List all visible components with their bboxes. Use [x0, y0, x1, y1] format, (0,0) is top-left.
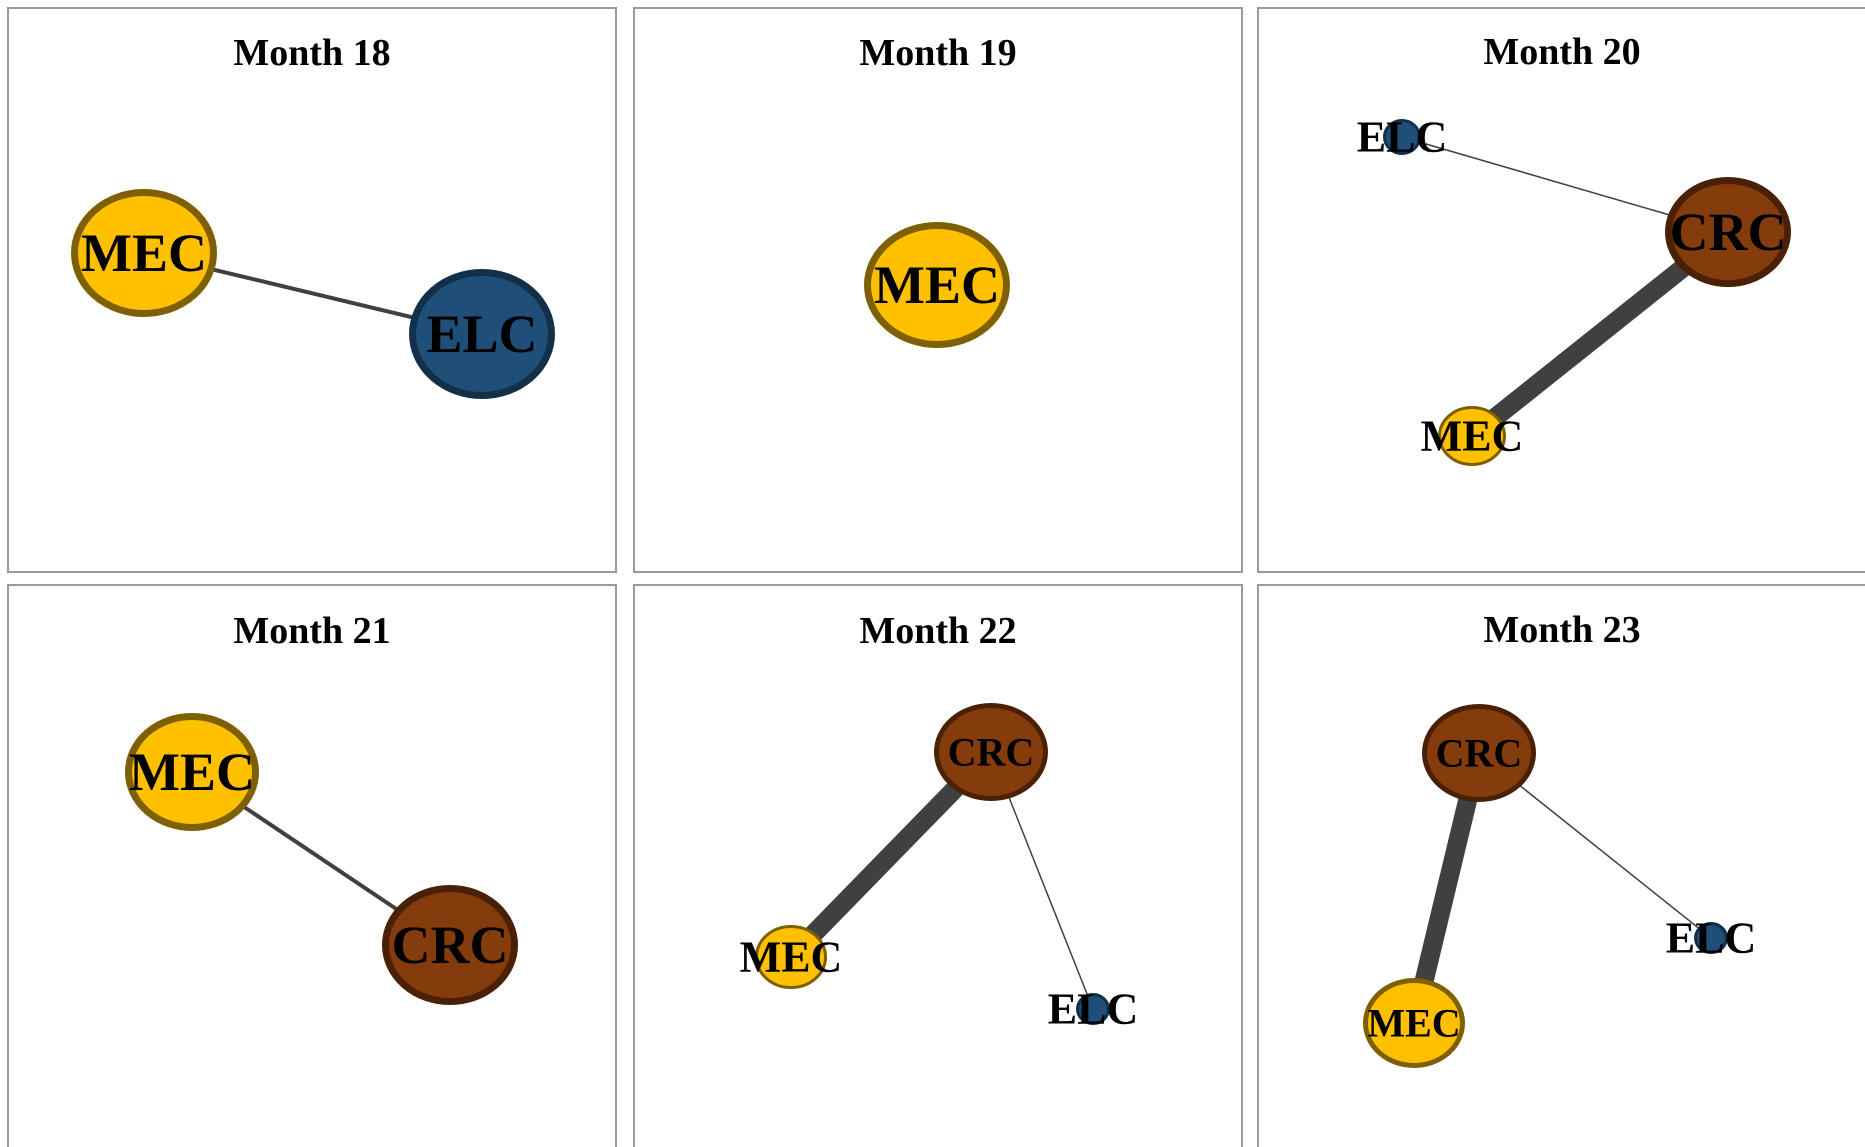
node-circle [864, 222, 1010, 348]
node-label: ELC [1666, 914, 1756, 963]
panel-frame [633, 584, 1243, 1147]
node-label: ELC [1357, 113, 1447, 162]
panel-title: Month 21 [233, 610, 390, 652]
panel-title: Month 22 [859, 610, 1016, 652]
node-mec: MEC [125, 713, 259, 831]
node-label: MEC [129, 742, 255, 802]
node-label: MEC [740, 933, 843, 982]
node-mec: MEC [1363, 978, 1465, 1068]
node-circle [1422, 704, 1536, 802]
node-elc: ELC [1048, 985, 1138, 1034]
node-circle [934, 703, 1048, 801]
node-circle [382, 885, 518, 1005]
node-mec: MEC [1421, 406, 1524, 466]
panel-month-18: Month 18 MEC ELC [7, 7, 617, 573]
node-crc: CRC [934, 703, 1048, 801]
node-mec: MEC [864, 222, 1010, 348]
node-circle [1383, 119, 1421, 155]
panel-month-23: Month 23 CRC MEC ELC [1257, 584, 1865, 1147]
node-crc: CRC [382, 885, 518, 1005]
node-elc: ELC [1357, 113, 1447, 162]
panel-month-19: Month 19 MEC [633, 7, 1243, 573]
node-label: MEC [874, 255, 1000, 315]
node-label: CRC [948, 730, 1035, 775]
node-circle [125, 713, 259, 831]
node-crc: CRC [1422, 704, 1536, 802]
panel-title: Month 19 [859, 32, 1016, 74]
panel-title: Month 20 [1483, 31, 1640, 73]
node-circle [1363, 978, 1465, 1068]
panel-title: Month 18 [233, 32, 390, 74]
node-circle [71, 189, 217, 317]
node-circle [1076, 993, 1110, 1025]
panel-month-20: Month 20 ELC CRC MEC [1257, 7, 1865, 573]
node-circle [1438, 406, 1506, 466]
node-mec: MEC [71, 189, 217, 317]
node-label: CRC [1670, 202, 1787, 262]
node-label: CRC [1436, 731, 1523, 776]
node-label: CRC [392, 915, 509, 975]
node-circle [1694, 922, 1728, 954]
node-label: ELC [1048, 985, 1138, 1034]
panel-month-22: Month 22 CRC MEC ELC [633, 584, 1243, 1147]
node-elc: ELC [409, 269, 555, 399]
node-label: MEC [1421, 412, 1524, 461]
panel-frame [1257, 584, 1865, 1147]
panel-frame [1257, 7, 1865, 573]
panel-month-21: Month 21 MEC CRC [7, 584, 617, 1147]
node-crc: CRC [1665, 177, 1791, 287]
node-circle [755, 925, 827, 989]
node-label: MEC [1367, 1001, 1460, 1046]
node-label: ELC [426, 304, 537, 364]
node-mec: MEC [740, 925, 843, 989]
panel-frame [7, 584, 617, 1147]
node-label: MEC [81, 223, 207, 283]
node-elc: ELC [1666, 914, 1756, 963]
node-circle [409, 269, 555, 399]
panel-title: Month 23 [1483, 609, 1640, 651]
node-circle [1665, 177, 1791, 287]
